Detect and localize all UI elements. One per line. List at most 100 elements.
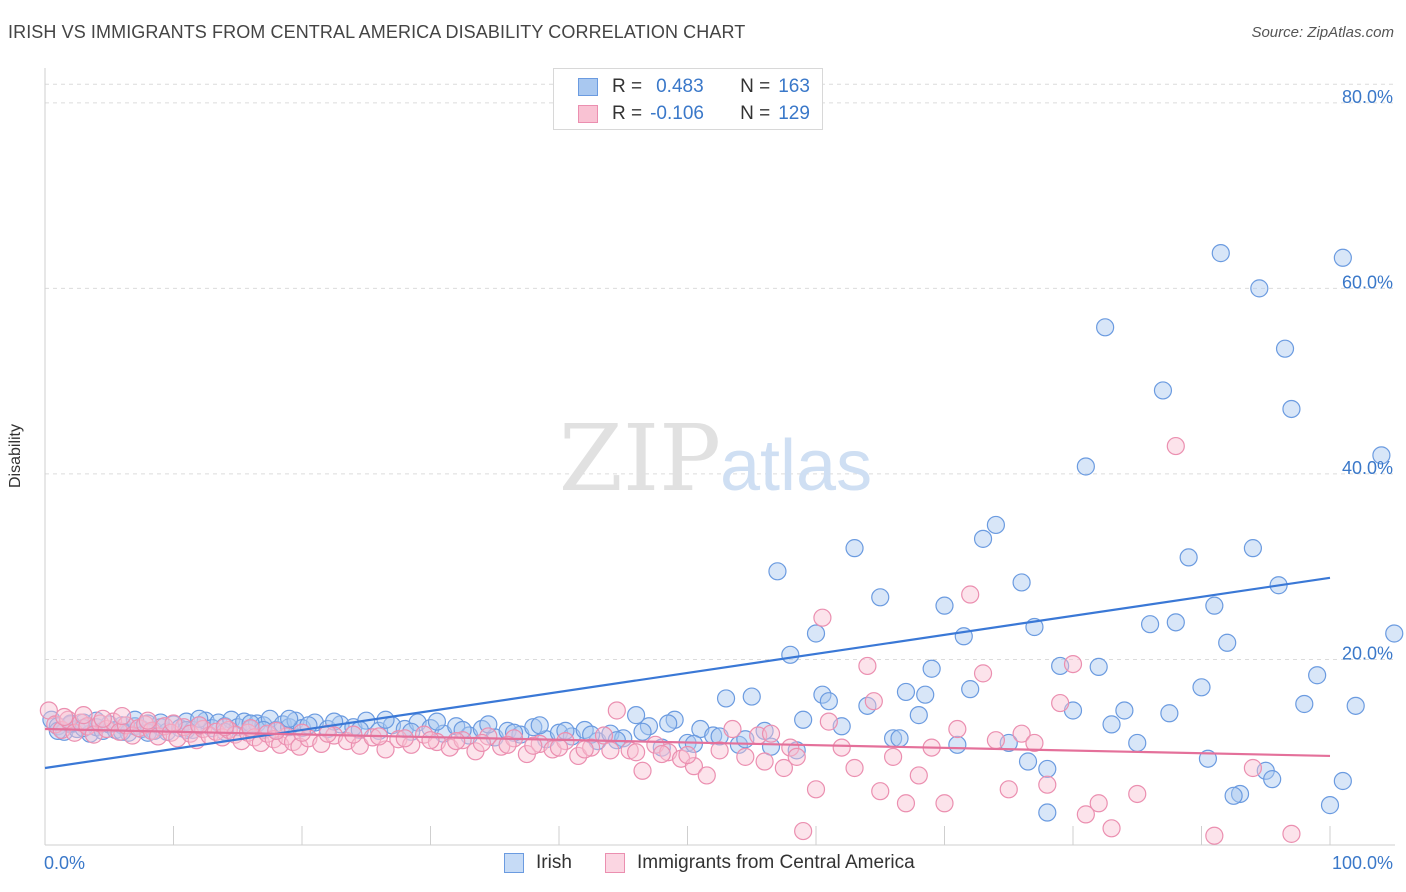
central-america-point — [819, 712, 838, 731]
irish-point — [1372, 446, 1391, 465]
irish-point — [768, 562, 787, 581]
central-america-point — [883, 747, 903, 766]
central-america-point — [813, 608, 832, 627]
irish-point — [1282, 399, 1301, 419]
central-america-point — [806, 780, 826, 799]
irish-point — [1218, 633, 1237, 652]
irish-point — [1076, 457, 1095, 476]
central-america-point — [652, 744, 671, 764]
irish-point — [871, 588, 890, 607]
irish-point — [922, 659, 941, 678]
irish-point — [781, 645, 800, 664]
central-america-point — [112, 706, 132, 726]
central-america-point — [1012, 724, 1031, 743]
irish-point — [1243, 539, 1263, 558]
irish-point — [1224, 786, 1243, 805]
chart-title: IRISH VS IMMIGRANTS FROM CENTRAL AMERICA… — [8, 22, 746, 42]
central-america-point — [961, 585, 980, 604]
axes — [44, 68, 1395, 846]
irish-point — [916, 685, 935, 704]
irish-point — [1179, 548, 1198, 567]
legend-r-value: -0.106 — [650, 103, 704, 124]
central-america-point — [678, 745, 697, 765]
central-america-point — [896, 794, 916, 813]
central-america-point — [267, 721, 286, 740]
central-america-point — [1102, 819, 1121, 838]
central-america-point — [787, 747, 806, 766]
irish-point — [190, 709, 209, 728]
irish-point — [1102, 715, 1121, 734]
irish-point — [659, 714, 678, 733]
irish-point — [716, 689, 736, 708]
legend-r-label: R = — [612, 76, 643, 97]
irish-point — [1089, 657, 1108, 676]
central-america-point — [453, 731, 472, 750]
irish-point — [1211, 244, 1230, 263]
y-tick-label: 60.0% — [1342, 272, 1393, 292]
irish-point — [909, 706, 928, 725]
x-tick-label-max: 100.0% — [1332, 853, 1393, 873]
data-points — [39, 244, 1404, 845]
central-america-point — [626, 743, 646, 762]
central-america-point — [633, 761, 652, 780]
legend-row-irish: R = 0.483 N = 163 — [578, 75, 810, 99]
central-america-point — [93, 709, 112, 728]
irish-point — [1263, 770, 1282, 789]
trend-lines — [44, 576, 1331, 770]
central-america-point — [74, 706, 93, 725]
irish-point — [742, 687, 761, 706]
irish-point — [1038, 803, 1057, 822]
central-america-point — [1076, 805, 1095, 824]
legend-n-value: 129 — [778, 103, 810, 124]
central-america-point — [697, 766, 716, 785]
central-america-point — [292, 723, 312, 742]
central-america-point — [363, 728, 382, 747]
central-america-point — [999, 780, 1018, 799]
central-america-point — [774, 758, 793, 778]
legend-swatch-irish — [578, 78, 598, 96]
y-tick-label: 20.0% — [1342, 643, 1393, 663]
irish-point — [1128, 733, 1147, 753]
central-america-point — [215, 718, 234, 737]
central-america-point — [755, 752, 774, 771]
legend-label-central-america: Immigrants from Central America — [637, 852, 915, 873]
irish-point — [948, 735, 967, 754]
central-america-trend-line — [44, 727, 1331, 758]
central-america-point — [1166, 436, 1185, 456]
legend-label-irish: Irish — [536, 852, 572, 873]
central-america-point — [871, 782, 890, 801]
legend-n-value: 163 — [778, 76, 810, 97]
legend-item-irish[interactable]: Irish — [504, 852, 572, 874]
central-america-point — [858, 656, 877, 676]
central-america-point — [909, 766, 928, 785]
irish-point — [986, 515, 1006, 535]
irish-point — [1333, 771, 1352, 791]
central-america-point — [832, 738, 851, 757]
central-america-point — [601, 741, 620, 760]
central-america-point — [973, 664, 993, 683]
central-america-point — [549, 738, 569, 757]
central-america-point — [794, 821, 813, 841]
central-america-point — [1038, 775, 1057, 794]
irish-point — [530, 716, 549, 735]
central-america-point — [1243, 758, 1263, 778]
central-america-point — [1089, 794, 1108, 813]
irish-point — [1012, 573, 1031, 592]
central-america-point — [138, 711, 157, 730]
irish-point — [1295, 694, 1314, 714]
central-america-point — [710, 741, 729, 760]
irish-point — [1115, 701, 1134, 720]
irish-point — [935, 596, 954, 615]
correlation-legend: R = 0.483 N = 163 R = -0.106 N = 129 — [553, 68, 823, 130]
legend-item-central-america[interactable]: Immigrants from Central America — [605, 852, 915, 874]
legend-swatch-irish — [504, 853, 524, 873]
central-america-point — [190, 716, 209, 735]
irish-point — [896, 682, 916, 702]
irish-point — [1096, 318, 1115, 337]
y-tick-label: 80.0% — [1342, 87, 1393, 107]
central-america-point — [1051, 693, 1070, 713]
source-label: Source: ZipAtlas.com — [1251, 24, 1394, 41]
irish-point — [1205, 596, 1224, 615]
central-america-point — [350, 736, 369, 755]
irish-point — [1320, 796, 1340, 815]
